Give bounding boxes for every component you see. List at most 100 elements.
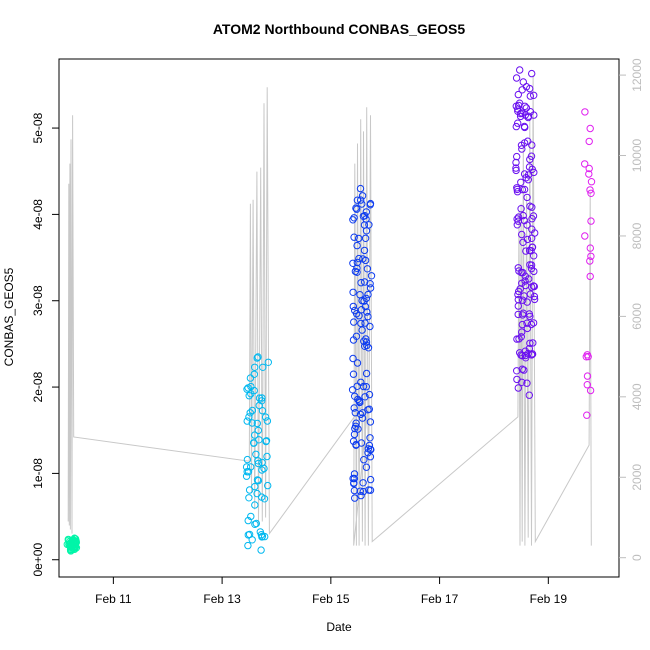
- data-point: [252, 519, 260, 528]
- data-point: [359, 212, 368, 221]
- data-point: [585, 137, 593, 146]
- data-point: [581, 108, 589, 116]
- data-point: [366, 434, 374, 442]
- data-point: [360, 246, 369, 255]
- y2-tick-label: 10000: [630, 138, 644, 172]
- data-point: [246, 374, 255, 382]
- axes-layer: Feb 11 Feb 13 Feb 15 Feb 17 Feb 19 0e+00 1e-08…: [31, 58, 644, 606]
- data-point: [514, 213, 523, 221]
- series-flight-1: [63, 534, 81, 555]
- data-point: [517, 333, 525, 341]
- data-point: [353, 205, 361, 213]
- data-point: [263, 452, 271, 461]
- data-point: [524, 137, 532, 145]
- data-point: [512, 158, 520, 167]
- data-point: [516, 109, 525, 118]
- data-point: [524, 113, 532, 122]
- data-point: [587, 217, 595, 225]
- data-point: [262, 437, 270, 446]
- y-tick-label: 3e-08: [31, 285, 45, 316]
- y-tick-label: 4e-08: [31, 199, 45, 230]
- y2-tick-label: 8000: [630, 222, 644, 249]
- data-point: [364, 344, 373, 352]
- data-point: [264, 481, 272, 490]
- data-point: [244, 541, 252, 550]
- data-point: [366, 284, 375, 292]
- data-point: [251, 363, 259, 371]
- data-point: [583, 372, 592, 380]
- data-point: [356, 398, 364, 407]
- data-point: [527, 247, 535, 255]
- y2-tick-label: 0: [630, 554, 644, 561]
- data-point: [254, 353, 262, 361]
- data-point: [358, 192, 367, 200]
- data-point: [530, 292, 539, 301]
- data-point: [360, 337, 368, 345]
- y2-tick-label: 4000: [630, 383, 644, 410]
- data-point: [362, 369, 371, 378]
- data-point: [528, 243, 537, 252]
- data-point: [361, 234, 370, 243]
- data-point: [518, 365, 526, 373]
- data-point: [251, 431, 259, 439]
- data-point: [530, 295, 539, 304]
- data-point: [517, 178, 525, 187]
- data-point: [586, 257, 594, 265]
- y-axis-label: CONBAS_GEOS5: [2, 267, 16, 366]
- data-point: [517, 205, 525, 213]
- data-point: [245, 530, 254, 539]
- y-tick-label: 5e-08: [31, 112, 45, 143]
- data-point: [528, 141, 536, 149]
- data-point: [521, 277, 529, 285]
- data-point: [524, 349, 532, 358]
- data-point: [254, 476, 263, 485]
- data-point: [250, 439, 258, 447]
- data-point: [520, 292, 528, 300]
- data-point: [361, 393, 369, 401]
- data-point: [254, 457, 262, 465]
- data-point: [359, 382, 368, 391]
- data-point: [68, 545, 77, 553]
- data-point: [254, 426, 262, 435]
- data-point: [522, 174, 530, 182]
- data-point: [522, 354, 530, 362]
- data-point: [364, 449, 372, 457]
- data-point: [366, 475, 375, 484]
- data-point: [65, 537, 74, 546]
- data-point: [245, 413, 253, 421]
- data-point: [245, 486, 254, 494]
- data-point: [245, 494, 253, 502]
- data-point: [514, 119, 522, 127]
- data-point: [351, 392, 359, 400]
- data-point: [527, 261, 536, 269]
- data-point: [350, 430, 359, 439]
- data-point: [530, 91, 538, 100]
- data-point: [363, 308, 371, 316]
- data-point: [361, 278, 369, 286]
- data-point: [349, 336, 358, 344]
- data-point: [357, 196, 365, 204]
- data-point: [584, 352, 592, 361]
- data-point: [352, 204, 360, 212]
- data-point: [254, 459, 263, 468]
- data-point: [365, 486, 373, 494]
- data-point: [355, 254, 363, 263]
- data-point: [587, 178, 596, 186]
- data-point: [357, 279, 365, 287]
- x-tick-label: Feb 11: [95, 592, 132, 606]
- data-point: [527, 152, 536, 160]
- data-point: [516, 285, 524, 293]
- data-point: [352, 310, 361, 318]
- data-point: [514, 90, 522, 99]
- data-point: [586, 386, 595, 395]
- x-tick-label: Feb 13: [203, 592, 241, 606]
- data-point: [350, 486, 359, 495]
- data-point: [257, 546, 265, 554]
- data-point: [365, 441, 374, 450]
- data-point: [366, 322, 374, 331]
- data-point: [364, 312, 372, 321]
- data-point: [353, 241, 361, 250]
- data-point: [350, 318, 358, 326]
- chart-title: ATOM2 Northbound CONBAS_GEOS5: [213, 21, 465, 37]
- data-point: [242, 472, 251, 480]
